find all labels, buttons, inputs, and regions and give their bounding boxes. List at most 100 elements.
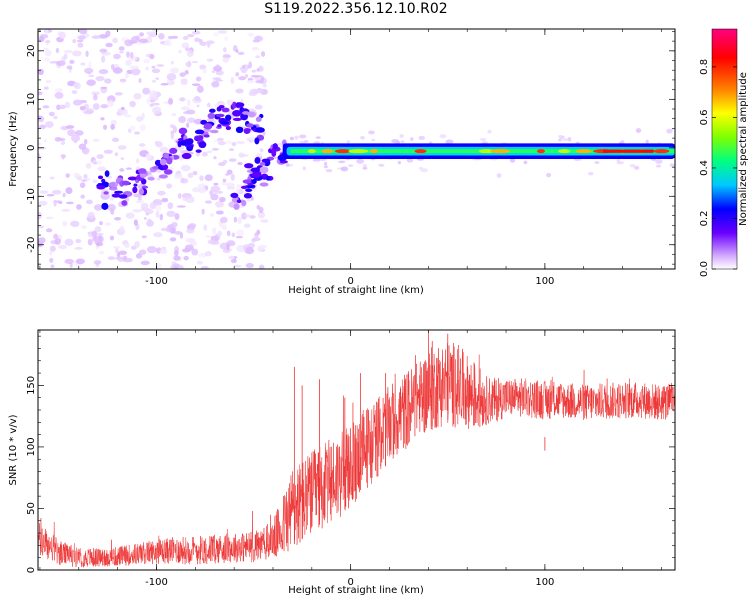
- noise-blob: [154, 140, 159, 145]
- noise-blob: [324, 161, 328, 166]
- noise-blob: [120, 157, 125, 160]
- noise-blob: [135, 42, 144, 45]
- noise-blob: [155, 77, 160, 81]
- spectrogram-x-tick-labels: -100 0 100: [145, 276, 554, 287]
- noise-blob: [76, 204, 82, 210]
- colorbar-tick-label: 0.8: [699, 59, 710, 75]
- noise-blob: [51, 189, 62, 195]
- noise-blob: [172, 126, 178, 134]
- noise-blob: [173, 250, 179, 257]
- diagonal-trace-blob: [242, 111, 250, 115]
- noise-blob: [178, 97, 186, 102]
- noise-blob: [185, 195, 195, 204]
- noise-blob: [196, 85, 204, 93]
- noise-blob: [66, 125, 75, 129]
- noise-blob: [391, 139, 399, 143]
- noise-blob: [187, 99, 191, 107]
- diagonal-trace-blob: [138, 168, 147, 174]
- noise-blob: [171, 35, 179, 39]
- noise-blob: [171, 261, 177, 265]
- noise-blob: [53, 233, 59, 240]
- noise-blob: [57, 104, 66, 110]
- noise-blob: [445, 139, 454, 145]
- noise-blob: [61, 208, 71, 212]
- noise-blob: [93, 260, 102, 265]
- noise-blob: [196, 260, 204, 265]
- noise-blob: [224, 36, 229, 41]
- noise-blob: [210, 213, 214, 217]
- noise-blob: [38, 146, 47, 150]
- noise-blob: [141, 235, 147, 239]
- noise-blob: [99, 48, 108, 53]
- noise-blob: [82, 110, 93, 115]
- noise-blob: [74, 247, 83, 250]
- noise-blob: [217, 230, 223, 237]
- diagonal-trace-blob: [203, 123, 213, 130]
- noise-blob: [121, 106, 125, 111]
- noise-blob: [211, 81, 220, 88]
- noise-blob: [45, 121, 54, 128]
- diagonal-trace-blob: [232, 117, 242, 121]
- noise-blob: [63, 49, 73, 54]
- noise-blob: [250, 74, 260, 78]
- noise-blob: [147, 218, 152, 224]
- noise-blob: [143, 59, 151, 64]
- noise-blob: [256, 245, 265, 252]
- noise-blob: [110, 119, 117, 126]
- noise-blob: [74, 130, 84, 136]
- noise-blob: [203, 224, 208, 231]
- noise-blob: [573, 158, 582, 161]
- noise-blob: [340, 166, 349, 172]
- spectrogram-x-axis-label: Height of straight line (km): [288, 285, 424, 296]
- noise-blob: [222, 178, 227, 183]
- noise-blob: [167, 202, 174, 210]
- noise-blob: [166, 210, 176, 218]
- noise-blob: [257, 211, 265, 219]
- noise-blob: [156, 177, 161, 181]
- noise-blob: [348, 164, 354, 167]
- diagonal-trace-blob: [232, 101, 237, 109]
- noise-blob: [75, 258, 85, 265]
- noise-blob: [158, 33, 165, 40]
- diagonal-trace-blob: [243, 127, 251, 134]
- colorbar-frame: [711, 28, 738, 270]
- diagonal-trace-blob: [194, 136, 203, 141]
- noise-blob: [204, 251, 212, 257]
- noise-blob: [170, 67, 180, 74]
- noise-blob: [103, 149, 113, 154]
- tone-hotspot: [558, 149, 571, 154]
- noise-blob: [140, 260, 150, 266]
- diagonal-trace-blob: [163, 169, 173, 175]
- noise-blob: [186, 49, 194, 58]
- noise-blob: [46, 193, 55, 197]
- tone-hotspot: [575, 149, 592, 154]
- noise-blob: [99, 221, 103, 226]
- x-tick-label: 0: [347, 577, 353, 588]
- noise-blob: [180, 178, 189, 184]
- noise-blob: [166, 73, 177, 81]
- noise-blob: [44, 29, 49, 36]
- spectrogram-y-tick-labels: -20 -10 0 10 20: [26, 44, 37, 252]
- noise-blob: [202, 67, 207, 74]
- noise-blob: [243, 223, 251, 229]
- noise-blob: [56, 60, 66, 67]
- noise-blob: [55, 47, 60, 54]
- colorbar-tick-label: 0.0: [699, 261, 710, 277]
- diagonal-trace-blob: [200, 119, 208, 125]
- noise-blob: [173, 173, 183, 180]
- noise-blob: [523, 160, 528, 165]
- diagonal-trace-blob: [133, 183, 138, 187]
- noise-blob: [85, 50, 89, 57]
- noise-blob: [151, 102, 160, 106]
- noise-blob: [54, 91, 64, 99]
- noise-blob: [140, 202, 149, 210]
- diagonal-trace-blob: [121, 200, 128, 206]
- colorbar: 0.0 0.2 0.4 0.6 0.8 Normalized spectral ampl…: [699, 28, 749, 277]
- tone-hotspot: [307, 149, 316, 154]
- noise-blob: [191, 60, 199, 64]
- noise-blob: [135, 199, 145, 204]
- noise-blob: [87, 211, 95, 219]
- noise-blob: [92, 138, 101, 142]
- diagonal-trace-blob: [169, 147, 178, 154]
